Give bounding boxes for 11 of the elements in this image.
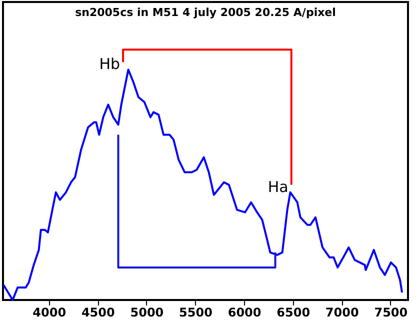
annotation: Ha [268, 178, 288, 196]
x-tick-label: 5000 [130, 306, 164, 320]
x-tick-label: 7500 [374, 306, 408, 320]
x-tick-label: 6500 [276, 306, 310, 320]
x-tick-label: 4500 [81, 306, 115, 320]
chart-title: sn2005cs in M51 4 july 2005 20.25 A/pixel [75, 6, 336, 19]
annotation: Hb [99, 55, 120, 74]
x-tick-label: 5500 [179, 306, 212, 320]
x-tick-label: 7000 [325, 306, 359, 320]
x-tick-label: 6000 [228, 306, 262, 320]
x-tick-label: 4000 [32, 306, 66, 320]
